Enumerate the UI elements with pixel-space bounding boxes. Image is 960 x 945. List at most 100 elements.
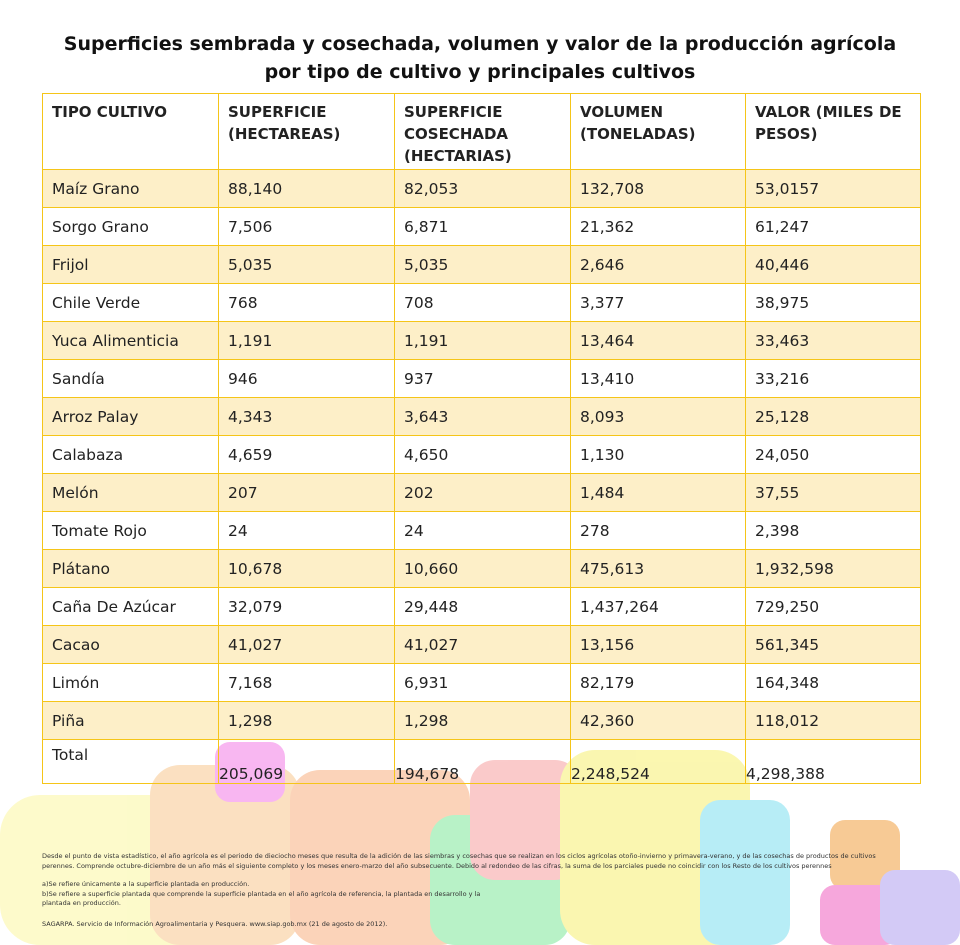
- cell: 132,708: [570, 169, 746, 208]
- shape: [290, 770, 470, 945]
- total-cell: 194,678: [394, 739, 571, 784]
- row: Melón 207 202 1,484 37,55: [42, 473, 921, 512]
- table: TIPO CULTIVO SUPERFICIE (HECTAREAS) SUPERF…: [42, 93, 921, 784]
- header-row: TIPO CULTIVO SUPERFICIE (HECTAREAS) SUPERF…: [42, 93, 921, 170]
- cell: Piña: [42, 701, 219, 740]
- cell: 33,216: [745, 359, 921, 398]
- cell: Sorgo Grano: [42, 207, 219, 246]
- total-cell: 4,298,388: [745, 739, 921, 784]
- cell: 1,484: [570, 473, 746, 512]
- cell: 164,348: [745, 663, 921, 702]
- cell: 13,410: [570, 359, 746, 398]
- footnote: plantada en producción.: [42, 899, 121, 908]
- header-cell: VOLUMEN (TONELADAS): [570, 93, 746, 170]
- cell: 3,643: [394, 397, 571, 436]
- shape: [150, 765, 300, 945]
- shape: [830, 820, 900, 890]
- cell: Yuca Alimenticia: [42, 321, 219, 360]
- cell: Plátano: [42, 549, 219, 588]
- cell: 1,298: [394, 701, 571, 740]
- cell: 1,298: [218, 701, 395, 740]
- cell: 41,027: [394, 625, 571, 664]
- cell: 202: [394, 473, 571, 512]
- cell: 5,035: [218, 245, 395, 284]
- total-cell: Total: [42, 739, 219, 784]
- cell: 6,871: [394, 207, 571, 246]
- cell: Arroz Palay: [42, 397, 219, 436]
- cell: 708: [394, 283, 571, 322]
- total-cell: 2,248,524: [570, 739, 746, 784]
- cell: 38,975: [745, 283, 921, 322]
- shape: [700, 800, 790, 945]
- row: Sandía 946 937 13,410 33,216: [42, 359, 921, 398]
- cell: Frijol: [42, 245, 219, 284]
- cell: 33,463: [745, 321, 921, 360]
- cell: Maíz Grano: [42, 169, 219, 208]
- cell: 42,360: [570, 701, 746, 740]
- footnote: Desde el punto de vista estadístico, el …: [42, 852, 876, 860]
- cell: Melón: [42, 473, 219, 512]
- header-cell: VALOR (MILES DE PESOS): [745, 93, 921, 170]
- cell: Calabaza: [42, 435, 219, 474]
- row: Caña De Azúcar 32,079 29,448 1,437,264 729,2…: [42, 587, 921, 626]
- cell: Cacao: [42, 625, 219, 664]
- cell: 2,398: [745, 511, 921, 550]
- cell: 32,079: [218, 587, 395, 626]
- total-row: Total 205,069 194,678 2,248,524 4,298,388: [42, 739, 921, 784]
- title-line: Superficies sembrada y cosechada, volume…: [63, 33, 897, 55]
- cell: 2,646: [570, 245, 746, 284]
- cell: 82,053: [394, 169, 571, 208]
- cell: 10,678: [218, 549, 395, 588]
- cell: 29,448: [394, 587, 571, 626]
- footnote: a)Se refiere únicamente a la superficie …: [42, 880, 250, 889]
- cell: 7,506: [218, 207, 395, 246]
- cell: 3,377: [570, 283, 746, 322]
- cell: 41,027: [218, 625, 395, 664]
- cell: 40,446: [745, 245, 921, 284]
- cell: Chile Verde: [42, 283, 219, 322]
- cell: 207: [218, 473, 395, 512]
- cell: 6,931: [394, 663, 571, 702]
- cell: 10,660: [394, 549, 571, 588]
- cell: 21,362: [570, 207, 746, 246]
- footnote: b)Se refiere a superficie plantada que c…: [42, 889, 481, 898]
- row: Cacao 41,027 41,027 13,156 561,345: [42, 625, 921, 664]
- cell: 82,179: [570, 663, 746, 702]
- cell: 118,012: [745, 701, 921, 740]
- cell: 13,464: [570, 321, 746, 360]
- row: Yuca Alimenticia 1,191 1,191 13,464 33,463: [42, 321, 921, 360]
- cell: 561,345: [745, 625, 921, 664]
- header-cell: SUPERFICIE (HECTAREAS): [218, 93, 395, 170]
- row: Tomate Rojo 24 24 278 2,398: [42, 511, 921, 550]
- cell: Tomate Rojo: [42, 511, 219, 550]
- cell: 24: [218, 511, 395, 550]
- title-line: por tipo de cultivo y principales cultiv…: [264, 61, 696, 83]
- cell: 4,650: [394, 435, 571, 474]
- cell: 475,613: [570, 549, 746, 588]
- footnotes: Desde el punto de vista estadístico, el …: [42, 852, 902, 930]
- header-cell: SUPERFICIE COSECHADA (HECTARIAS): [394, 93, 571, 170]
- cell: Sandía: [42, 359, 219, 398]
- cell: 4,343: [218, 397, 395, 436]
- shape: [470, 760, 580, 880]
- cell: 4,659: [218, 435, 395, 474]
- footnote: SAGARPA. Servicio de Información Agroali…: [42, 919, 388, 928]
- cell: Limón: [42, 663, 219, 702]
- cell: 1,932,598: [745, 549, 921, 588]
- row: Plátano 10,678 10,660 475,613 1,932,598: [42, 549, 921, 588]
- cell: 61,247: [745, 207, 921, 246]
- cell: 768: [218, 283, 395, 322]
- cell: 1,130: [570, 435, 746, 474]
- cell: 25,128: [745, 397, 921, 436]
- cell: 8,093: [570, 397, 746, 436]
- shape: [880, 870, 960, 945]
- row: Limón 7,168 6,931 82,179 164,348: [42, 663, 921, 702]
- cell: 53,0157: [745, 169, 921, 208]
- row: Sorgo Grano 7,506 6,871 21,362 61,247: [42, 207, 921, 246]
- cell: Caña De Azúcar: [42, 587, 219, 626]
- total-cell: 205,069: [218, 739, 395, 784]
- cell: 88,140: [218, 169, 395, 208]
- row: Frijol 5,035 5,035 2,646 40,446: [42, 245, 921, 284]
